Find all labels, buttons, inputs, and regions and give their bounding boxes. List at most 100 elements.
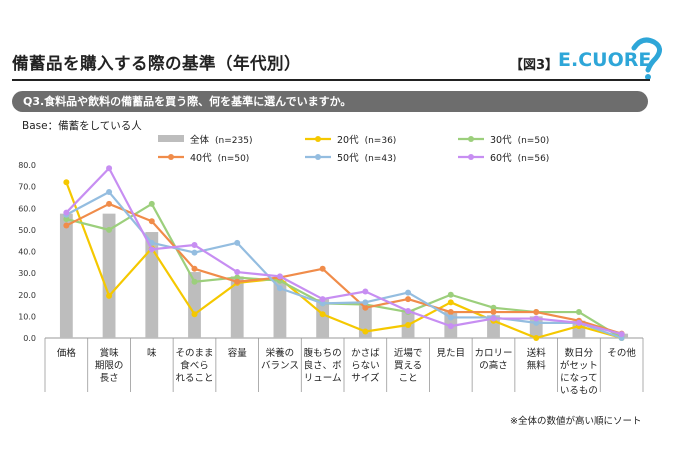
series-point <box>490 309 497 316</box>
legend-name: 50代 <box>337 153 359 164</box>
category-label: かさばらないサイズ <box>351 348 380 384</box>
legend-n: (n=56) <box>518 154 550 164</box>
series-point <box>276 273 283 280</box>
series-point <box>447 314 454 321</box>
series-point <box>148 246 155 253</box>
category-label: 賞味期限の長さ <box>95 347 124 384</box>
category-label: 見た目 <box>437 348 466 359</box>
series-line <box>65 167 622 336</box>
category-label: 送料無料 <box>527 347 547 372</box>
series-point <box>575 319 582 326</box>
series-point <box>405 296 412 303</box>
bar-overall <box>59 213 73 338</box>
series-point <box>106 189 113 196</box>
legend-swatch-point <box>315 154 321 160</box>
series-point <box>319 265 326 272</box>
legend-label: 全体 (n=235) <box>190 134 252 146</box>
series-point <box>63 209 70 216</box>
figure-label: 【図3】 <box>510 58 559 73</box>
series-point <box>234 274 241 281</box>
page-title: 備蓄品を購入する際の基準（年代別） <box>12 54 301 73</box>
bar-overall <box>230 276 244 338</box>
category-label-line: 容量 <box>228 347 248 359</box>
category-label-line: 食べら <box>180 360 209 372</box>
series-point <box>362 299 369 306</box>
category-label-line: がセット <box>560 360 598 372</box>
category-label-line: 栄養の <box>266 347 295 359</box>
bar-overall <box>145 232 159 338</box>
series-point <box>106 200 113 207</box>
category-label: カロリーの高さ <box>474 348 512 372</box>
category-label-line: 買える <box>394 361 422 372</box>
series-point <box>148 200 155 207</box>
series-point <box>533 319 540 326</box>
category-label: 腹もちの良さ、ボリューム <box>304 347 343 384</box>
legend-name: 全体 <box>190 134 210 146</box>
legend-item-60代: 60代 (n=56) <box>458 153 549 164</box>
category-label-line: 見た目 <box>437 348 466 359</box>
legend-label: 50代 (n=43) <box>337 153 396 164</box>
legend-item-50代: 50代 (n=43) <box>305 153 396 164</box>
y-tick-label: 80.0 <box>18 161 36 170</box>
series-point <box>191 265 198 272</box>
series-point <box>191 242 198 249</box>
bar-overall <box>188 272 201 338</box>
category-label: 数日分がセットになっているもの <box>560 347 598 397</box>
series-point <box>575 309 582 316</box>
category-label-line: 長さ <box>100 373 119 384</box>
question-bar: Q3.食料品や飲料の備蓄品を買う際、何を基準に選んでいますか。 <box>12 91 648 112</box>
bar-overall <box>102 213 116 338</box>
category-label: 容量 <box>228 347 248 359</box>
logo-mascot-icon <box>631 37 662 80</box>
series-point <box>319 296 326 303</box>
category-label-line: こと <box>399 373 418 384</box>
y-tick-label: 70.0 <box>18 183 36 192</box>
title-rule <box>12 79 650 81</box>
series-point <box>191 278 198 285</box>
category-label-line: 期限の <box>95 361 124 372</box>
category-label-line: 近場で <box>394 347 423 359</box>
legend-label: 30代 (n=50) <box>490 135 549 146</box>
legend-n: (n=50) <box>218 154 250 164</box>
series-point <box>405 307 412 314</box>
category-label-line: いるもの <box>560 386 598 397</box>
y-tick-label: 50.0 <box>18 226 36 235</box>
series-point <box>63 179 70 186</box>
category-label: 栄養のバランス <box>261 347 299 372</box>
y-tick-label: 10.0 <box>18 312 36 321</box>
legend-label: 60代 (n=56) <box>490 153 549 164</box>
series-point <box>191 311 198 318</box>
category-label-line: かさば <box>351 348 380 359</box>
category-label-line: れること <box>175 373 213 384</box>
series-point <box>362 304 369 311</box>
category-label-line: カロリー <box>474 348 512 359</box>
category-label-line: 味 <box>147 347 157 359</box>
legend-swatch-point <box>468 154 474 160</box>
category-label-line: 良さ、ボ <box>304 360 343 372</box>
category-label-line: になって <box>560 373 598 384</box>
series-point <box>319 311 326 318</box>
category-label-line: 賞味 <box>100 347 120 359</box>
category-label: 近場で買えること <box>394 347 423 384</box>
series-point <box>106 292 113 299</box>
series-point <box>234 269 241 276</box>
ecuore-logo: E.CUORE <box>558 37 662 80</box>
legend-swatch-point <box>468 136 474 142</box>
legend-n: (n=50) <box>518 136 550 146</box>
series-point <box>234 278 241 285</box>
legend-n: (n=36) <box>365 136 397 146</box>
legend-swatch-point <box>315 136 321 142</box>
bar-overall <box>316 299 330 338</box>
series-point <box>63 222 70 229</box>
category-label-line: らない <box>351 361 380 372</box>
series-point <box>319 300 326 307</box>
category-label-line: サイズ <box>351 372 380 384</box>
legend-n: (n=43) <box>365 154 397 164</box>
series-line <box>65 202 622 335</box>
series-point <box>490 304 497 311</box>
series-point <box>447 323 454 330</box>
category-label: その他 <box>607 347 636 359</box>
category-label-line: 腹もちの <box>304 347 342 359</box>
legend-item-20代: 20代 (n=36) <box>305 135 396 146</box>
series-line <box>65 190 623 340</box>
